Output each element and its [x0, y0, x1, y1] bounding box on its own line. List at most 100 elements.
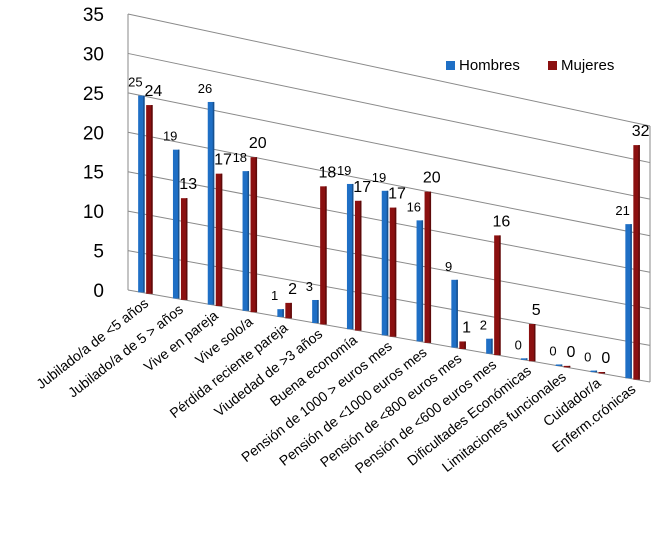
bar-mujeres: [494, 235, 501, 356]
bar-shade: [499, 235, 501, 356]
bar-shade: [603, 372, 606, 374]
value-label-mujeres: 5: [532, 302, 541, 319]
bar-shade: [143, 95, 145, 293]
value-label-hombres: 16: [407, 199, 421, 214]
legend: Hombres Mujeres: [446, 57, 614, 74]
bar-shade: [560, 364, 563, 366]
y-tick-label: 15: [83, 163, 104, 184]
bar-shade: [464, 341, 466, 349]
y-tick-label: 5: [93, 242, 104, 263]
bar-hombres: [346, 183, 354, 330]
bar-shade: [177, 149, 180, 299]
gridline: [127, 13, 651, 127]
value-label-hombres: 0: [549, 343, 556, 358]
y-tick-label: 30: [83, 44, 104, 65]
bar-shade: [255, 157, 258, 313]
bar-shade: [595, 370, 598, 373]
bar-hombres: [590, 370, 598, 373]
value-label-hombres: 0: [515, 337, 522, 352]
bar-shade: [456, 279, 458, 348]
bar-shade: [325, 186, 327, 325]
gridline: [127, 92, 651, 200]
value-label-mujeres: 13: [179, 176, 197, 193]
legend-label-mujeres: Mujeres: [561, 57, 614, 74]
bar-shade: [491, 338, 493, 354]
bars: [138, 95, 640, 380]
value-label-hombres: 19: [372, 170, 386, 185]
bar-shade: [282, 309, 284, 317]
value-label-hombres: 9: [445, 259, 452, 274]
legend-swatch-hombres: [446, 61, 455, 70]
value-label-mujeres: 2: [288, 281, 297, 298]
value-label-hombres: 1: [271, 288, 278, 303]
gridline: [127, 250, 651, 346]
value-label-mujeres: 16: [493, 213, 511, 230]
value-label-mujeres: 20: [249, 135, 267, 152]
value-label-hombres: 21: [615, 203, 629, 218]
value-label-hombres: 19: [163, 129, 177, 144]
bar-mujeres: [250, 157, 258, 313]
value-label-hombres: 19: [337, 163, 351, 178]
value-label-mujeres: 24: [145, 83, 163, 100]
value-label-hombres: 25: [128, 75, 142, 90]
bar-shade: [359, 200, 362, 331]
bar-mujeres: [320, 186, 327, 325]
value-label-mujeres: 0: [567, 344, 576, 361]
bar-hombres: [138, 95, 145, 293]
value-label-hombres: 3: [306, 279, 313, 294]
y-tick-label: 0: [93, 281, 104, 302]
gridline: [127, 171, 651, 273]
bar-hombres: [312, 299, 319, 324]
bar-mujeres: [285, 302, 292, 319]
gridline: [127, 131, 651, 237]
bar-shade: [421, 220, 424, 342]
bar-hombres: [520, 358, 528, 360]
bar-mujeres: [633, 145, 640, 380]
bar-mujeres: [528, 324, 536, 362]
bar-hombres: [555, 364, 563, 366]
bar-hombres: [451, 279, 458, 348]
value-label-mujeres: 0: [601, 350, 610, 367]
bar-shade: [212, 101, 215, 305]
bar-shade: [638, 145, 640, 380]
y-tick-label: 35: [83, 5, 104, 26]
bar-mujeres: [146, 105, 153, 294]
bar-mujeres: [389, 207, 397, 337]
bar-shade: [151, 105, 153, 294]
y-tick-label: 20: [83, 123, 104, 144]
bar-shade: [317, 299, 319, 324]
bar-shade: [568, 365, 571, 368]
value-label-hombres: 0: [584, 350, 591, 365]
bar-mujeres: [354, 200, 362, 331]
bar-shade: [185, 198, 188, 300]
bar-mujeres: [563, 365, 571, 368]
y-axis-ticks: 0 5 10 15 20 25 30 35: [83, 5, 104, 302]
bar-hombres: [242, 171, 250, 311]
y-tick-label: 25: [83, 84, 104, 105]
bar-mujeres: [598, 372, 606, 374]
bar-hombres: [207, 101, 215, 305]
bar-hombres: [277, 309, 284, 317]
value-label-mujeres: 17: [214, 152, 232, 169]
bar-shade: [386, 190, 389, 336]
bar-shade: [220, 173, 223, 307]
value-label-mujeres: 17: [388, 186, 406, 203]
bar-mujeres: [180, 198, 188, 300]
legend-label-hombres: Hombres: [459, 57, 520, 74]
value-label-hombres: 2: [480, 318, 487, 333]
bar-mujeres: [215, 173, 223, 307]
bar-shade: [630, 224, 632, 379]
bar-shade: [533, 324, 536, 362]
value-label-mujeres: 1: [462, 319, 471, 336]
bar-hombres: [381, 190, 389, 336]
gridline: [127, 210, 651, 310]
bar-hombres: [172, 149, 180, 299]
value-label-hombres: 26: [198, 81, 212, 96]
bar-hombres: [486, 338, 493, 354]
value-label-hombres: 18: [233, 150, 247, 165]
gridline: [127, 289, 651, 383]
bar-mujeres: [424, 191, 432, 343]
